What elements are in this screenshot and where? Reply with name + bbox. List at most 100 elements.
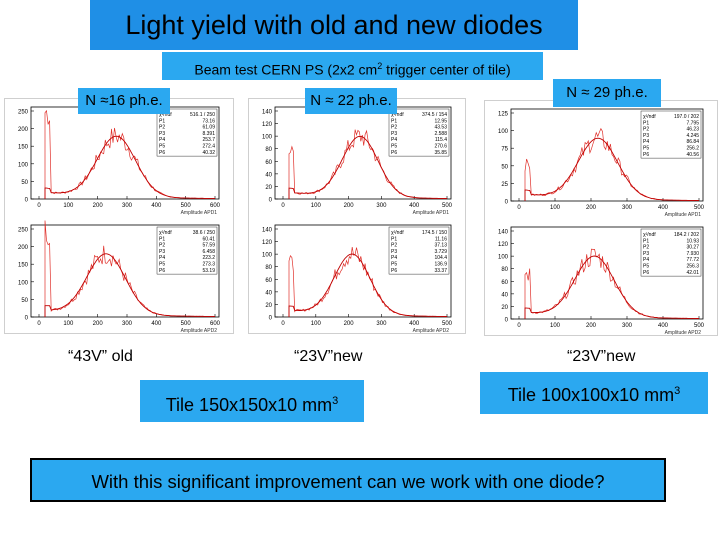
y-tick-label: 120 xyxy=(262,240,273,246)
n-photoelectrons-old: N ≈16 ph.e. xyxy=(78,88,170,114)
stats-value: 86.84 xyxy=(686,139,699,145)
stats-value: 115.4 xyxy=(435,137,447,143)
stats-name: χ²/ndf xyxy=(391,112,404,118)
y-tick-label: 50 xyxy=(21,298,28,304)
stats-value: 7.930 xyxy=(686,251,699,257)
stats-name: P3 xyxy=(643,251,649,257)
stats-value: 40.32 xyxy=(202,150,215,156)
y-tick-label: 140 xyxy=(262,110,273,116)
stats-name: P1 xyxy=(159,118,165,124)
y-tick-label: 140 xyxy=(498,230,509,236)
stats-value: 256.3 xyxy=(686,264,699,270)
y-tick-label: 60 xyxy=(265,278,272,284)
x-axis-label: Amplitude APD2 xyxy=(413,328,450,334)
y-tick-label: 100 xyxy=(18,280,29,286)
y-tick-label: 125 xyxy=(498,112,509,118)
stats-value: 104.4 xyxy=(434,255,447,261)
stats-name: P6 xyxy=(643,270,649,276)
stats-value: 374.5 / 154 xyxy=(422,112,447,118)
x-tick-label: 300 xyxy=(622,323,633,329)
stats-name: P2 xyxy=(391,243,397,249)
stats-value: 60.41 xyxy=(202,236,215,242)
x-tick-label: 0 xyxy=(517,205,521,211)
y-tick-label: 140 xyxy=(262,228,273,234)
y-tick-label: 40 xyxy=(265,172,272,178)
stats-name: χ²/ndf xyxy=(643,114,656,120)
x-tick-label: 300 xyxy=(376,321,387,327)
n-photoelectrons-new-tile100: N ≈ 29 ph.e. xyxy=(553,79,661,107)
stats-box xyxy=(640,228,702,277)
x-tick-label: 600 xyxy=(210,321,221,327)
stats-name: P2 xyxy=(159,125,165,131)
y-tick-label: 250 xyxy=(18,228,29,234)
caption-23v-new-1: “23V”new xyxy=(294,348,363,365)
stats-value: 256.2 xyxy=(686,146,699,152)
stats-name: P4 xyxy=(391,255,397,261)
stats-value: 37.13 xyxy=(434,243,447,249)
slide-subtitle: Beam test CERN PS (2x2 cm2 trigger cente… xyxy=(162,52,543,80)
x-axis-label: Amplitude APD2 xyxy=(665,330,702,336)
fit-curve xyxy=(524,255,699,319)
stats-name: P6 xyxy=(391,150,397,156)
stats-name: P5 xyxy=(643,264,649,270)
stats-name: P4 xyxy=(643,139,649,145)
y-tick-label: 20 xyxy=(501,305,508,311)
x-tick-label: 500 xyxy=(442,203,453,209)
y-tick-label: 200 xyxy=(18,245,29,251)
y-tick-label: 0 xyxy=(25,198,29,204)
x-axis-label: Amplitude APD2 xyxy=(181,328,218,334)
stats-name: P5 xyxy=(643,146,649,152)
stats-value: 77.72 xyxy=(686,257,699,263)
stats-value: 273.3 xyxy=(202,262,215,268)
y-tick-label: 0 xyxy=(505,200,509,206)
x-tick-label: 500 xyxy=(181,321,192,327)
x-tick-label: 300 xyxy=(376,203,387,209)
stats-name: P2 xyxy=(391,125,397,131)
stats-value: 8.391 xyxy=(202,131,215,137)
stats-value: 136.9 xyxy=(434,262,447,268)
stats-name: P1 xyxy=(391,236,397,242)
slide-title: Light yield with old and new diodes xyxy=(90,0,578,50)
stats-name: P1 xyxy=(643,238,649,244)
y-tick-label: 80 xyxy=(265,265,272,271)
stats-value: 6.458 xyxy=(202,249,215,255)
y-tick-label: 50 xyxy=(21,180,28,186)
x-tick-label: 100 xyxy=(311,203,322,209)
x-axis-label: Amplitude APD1 xyxy=(413,210,450,216)
y-tick-label: 0 xyxy=(269,198,273,204)
y-tick-label: 0 xyxy=(269,316,273,322)
stats-box xyxy=(156,226,218,275)
y-tick-label: 100 xyxy=(498,129,509,135)
stats-value: 38.6 / 250 xyxy=(193,230,215,236)
stats-name: P2 xyxy=(159,243,165,249)
x-tick-label: 400 xyxy=(658,323,669,329)
stats-name: P5 xyxy=(159,262,165,268)
stats-value: 174.5 / 150 xyxy=(422,230,447,236)
stats-value: 46.23 xyxy=(686,127,699,133)
stats-name: P1 xyxy=(643,120,649,126)
stats-name: P3 xyxy=(391,249,397,255)
stats-box xyxy=(388,226,450,275)
stats-name: P3 xyxy=(643,133,649,139)
stats-name: P5 xyxy=(391,144,397,150)
x-tick-label: 300 xyxy=(622,205,633,211)
y-tick-label: 200 xyxy=(18,127,29,133)
stats-name: P3 xyxy=(159,249,165,255)
fit-curve xyxy=(44,253,215,317)
subtitle-superscript: 2 xyxy=(377,61,383,71)
stats-value: 40.56 xyxy=(686,152,699,158)
x-tick-label: 0 xyxy=(37,321,41,327)
x-tick-label: 500 xyxy=(442,321,453,327)
stats-name: P4 xyxy=(643,257,649,263)
fit-curve xyxy=(288,135,447,199)
x-tick-label: 100 xyxy=(311,321,322,327)
y-tick-label: 150 xyxy=(18,145,29,151)
stats-name: P4 xyxy=(391,137,397,143)
tile-size-100-sup: 3 xyxy=(674,385,681,397)
x-tick-label: 400 xyxy=(409,203,420,209)
stats-name: P6 xyxy=(159,150,165,156)
y-tick-label: 75 xyxy=(501,147,508,153)
